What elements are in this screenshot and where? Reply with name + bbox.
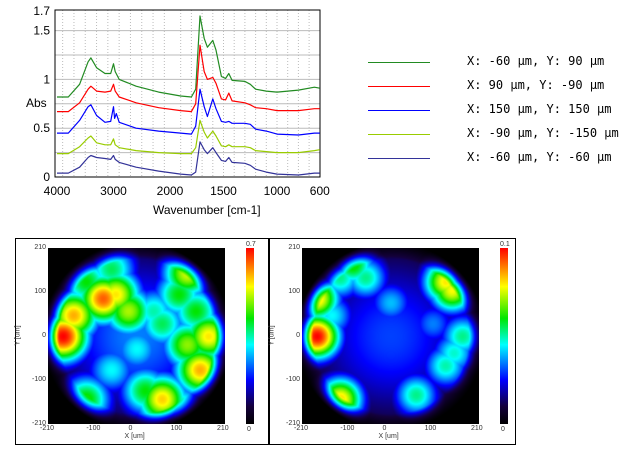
legend-swatch bbox=[368, 158, 430, 159]
x-axis-label: Wavenumber [cm-1] bbox=[153, 203, 261, 217]
heatmap-panel-1 bbox=[15, 238, 270, 445]
x-tick-label: 0 bbox=[382, 425, 387, 432]
x-tick-label: 100 bbox=[424, 425, 437, 432]
legend-swatch bbox=[368, 86, 430, 87]
x-tick-label: 210 bbox=[471, 425, 483, 432]
x-tick-label: 600 bbox=[310, 184, 330, 198]
x-tick-label: 210 bbox=[217, 425, 229, 432]
y-tick-label: 1.5 bbox=[33, 24, 50, 38]
legend-swatch bbox=[368, 134, 430, 135]
x-tick-label: -100 bbox=[86, 425, 101, 432]
colorbar-max-label: 0.7 bbox=[246, 241, 256, 248]
spectrum-line-0 bbox=[57, 15, 320, 98]
y-tick-label: 1 bbox=[43, 72, 50, 86]
y-tick-label: -210 bbox=[32, 420, 47, 427]
legend-swatch bbox=[368, 110, 430, 111]
colorbar-min-label: 0 bbox=[501, 426, 505, 433]
spectrum-line-4 bbox=[57, 141, 320, 176]
legend-label: X: 90 μm, Y: -90 μm bbox=[467, 78, 605, 92]
legend-label: X: 150 μm, Y: 150 μm bbox=[467, 102, 612, 116]
colorbar-2 bbox=[500, 248, 508, 424]
y-tick-label: 0 bbox=[43, 170, 50, 184]
x-tick-label: 1500 bbox=[210, 184, 237, 198]
y-tick-label: 1.7 bbox=[33, 4, 50, 18]
y-tick-label: 210 bbox=[288, 244, 300, 251]
spectrum-line-2 bbox=[57, 88, 320, 136]
x-tick-label: 4000 bbox=[44, 184, 71, 198]
legend-label: X: -60 μm, Y: 90 μm bbox=[467, 54, 605, 68]
legend-label: X: -60 μm, Y: -60 μm bbox=[467, 150, 612, 164]
plot-frame bbox=[54, 9, 321, 178]
heatmap-panel-2 bbox=[268, 238, 516, 445]
y-axis-label: Y [um] bbox=[268, 325, 276, 346]
x-tick-label: 100 bbox=[170, 425, 183, 432]
x-tick-label: 2000 bbox=[157, 184, 184, 198]
y-tick-label: 210 bbox=[34, 244, 46, 251]
x-axis-label: X [um] bbox=[124, 433, 145, 440]
y-axis-label: Y [um] bbox=[14, 325, 22, 346]
spectrum-line-1 bbox=[57, 44, 320, 113]
x-tick-label: 1000 bbox=[264, 184, 291, 198]
x-axis-label: X [um] bbox=[378, 433, 399, 440]
x-tick-label: 3000 bbox=[100, 184, 127, 198]
heatmap-1 bbox=[48, 248, 225, 424]
y-tick-label: 100 bbox=[34, 288, 46, 295]
x-tick-label: -100 bbox=[340, 425, 355, 432]
x-tick-label: -210 bbox=[40, 425, 55, 432]
y-tick-label: -210 bbox=[286, 420, 301, 427]
y-tick-label: 0 bbox=[296, 332, 300, 339]
y-tick-label: 0 bbox=[42, 332, 46, 339]
grid bbox=[55, 10, 320, 177]
x-tick-label: -210 bbox=[294, 425, 309, 432]
y-axis-label: Abs bbox=[26, 96, 47, 110]
colorbar-max-label: 0.1 bbox=[500, 241, 510, 248]
y-tick-label: -100 bbox=[32, 376, 47, 383]
heatmap-2 bbox=[302, 248, 479, 424]
legend-swatch bbox=[368, 62, 430, 63]
y-tick-label: 0.5 bbox=[33, 121, 50, 135]
colorbar-min-label: 0 bbox=[247, 426, 251, 433]
y-tick-label: -100 bbox=[286, 376, 301, 383]
legend-label: X: -90 μm, Y: -150 μm bbox=[467, 126, 619, 140]
spectrum-chart: 4000 3000 2000 1500 1000 600 0 0.5 1 1.5 1.7 Abs W… bbox=[26, 4, 330, 217]
spectrum-line-3 bbox=[57, 119, 320, 155]
x-tick-label: 0 bbox=[128, 425, 133, 432]
y-tick-label: 100 bbox=[288, 288, 300, 295]
colorbar-1 bbox=[246, 248, 254, 424]
